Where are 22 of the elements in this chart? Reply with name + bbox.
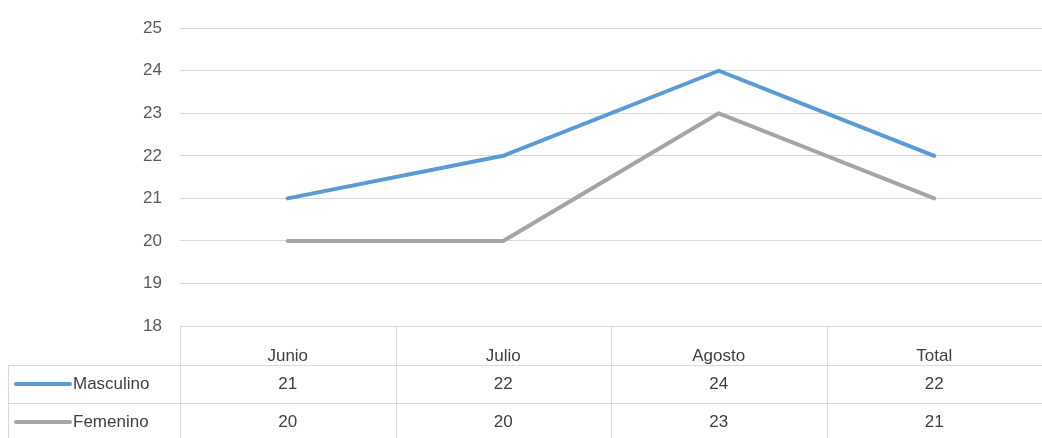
legend-label: Masculino xyxy=(73,373,150,393)
y-tick-label: 22 xyxy=(143,145,162,165)
x-tick-label: Junio xyxy=(267,345,309,365)
y-tick-label: 21 xyxy=(143,188,162,208)
data-label: 21 xyxy=(924,411,944,431)
y-tick-label: 19 xyxy=(143,273,162,293)
data-label: 20 xyxy=(278,411,298,431)
y-tick-label: 24 xyxy=(143,60,162,80)
legend-label: Femenino xyxy=(73,411,149,431)
data-label: 22 xyxy=(493,373,513,393)
data-label: 22 xyxy=(924,373,944,393)
y-tick-label: 25 xyxy=(143,17,162,37)
y-tick-label: 18 xyxy=(143,315,162,335)
x-tick-label: Total xyxy=(916,345,953,365)
x-tick-label: Julio xyxy=(485,345,521,365)
x-tick-label: Agosto xyxy=(692,345,746,365)
y-tick-label: 20 xyxy=(143,230,162,250)
data-label: 20 xyxy=(493,411,513,431)
y-tick-label: 23 xyxy=(143,102,162,122)
data-label: 21 xyxy=(278,373,298,393)
data-label: 24 xyxy=(709,373,729,393)
data-label: 23 xyxy=(709,411,729,431)
